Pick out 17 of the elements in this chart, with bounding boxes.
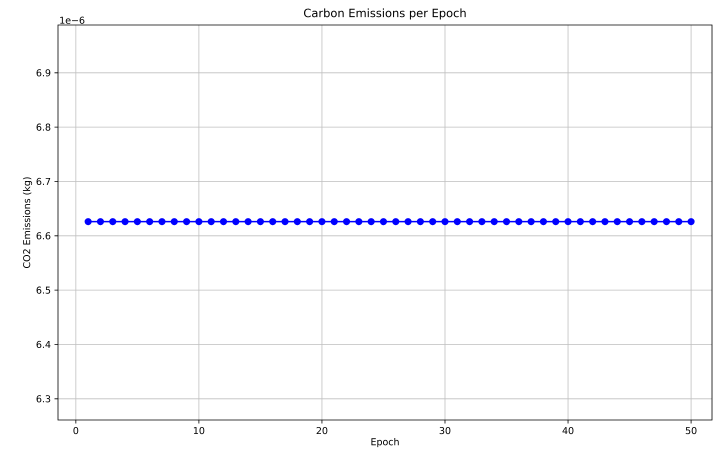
y-tick-label: 6.7 — [36, 178, 50, 186]
x-tick-label: 20 — [316, 427, 328, 434]
y-tick-label: 6.4 — [36, 340, 50, 348]
x-tick-label: 10 — [194, 427, 204, 434]
y-tick-label: 6.5 — [36, 286, 50, 294]
y-tick-label: 6.8 — [36, 124, 50, 131]
y-axis-title: CO2 Emissions (kg) — [22, 177, 32, 268]
x-tick-label: 30 — [440, 427, 450, 434]
y-tick-label: 6.3 — [36, 395, 50, 402]
x-tick-label: 40 — [562, 427, 574, 434]
y-tick-label: 6.9 — [36, 69, 50, 76]
y-tick-label: 6.6 — [36, 232, 50, 240]
chart-title: Carbon Emissions per Epoch — [304, 8, 466, 20]
text: 1e−6 — [60, 16, 84, 24]
x-tick-label: 50 — [686, 427, 696, 434]
x-tick-label: 0 — [73, 427, 78, 434]
x-axis-title: Epoch — [371, 438, 399, 448]
